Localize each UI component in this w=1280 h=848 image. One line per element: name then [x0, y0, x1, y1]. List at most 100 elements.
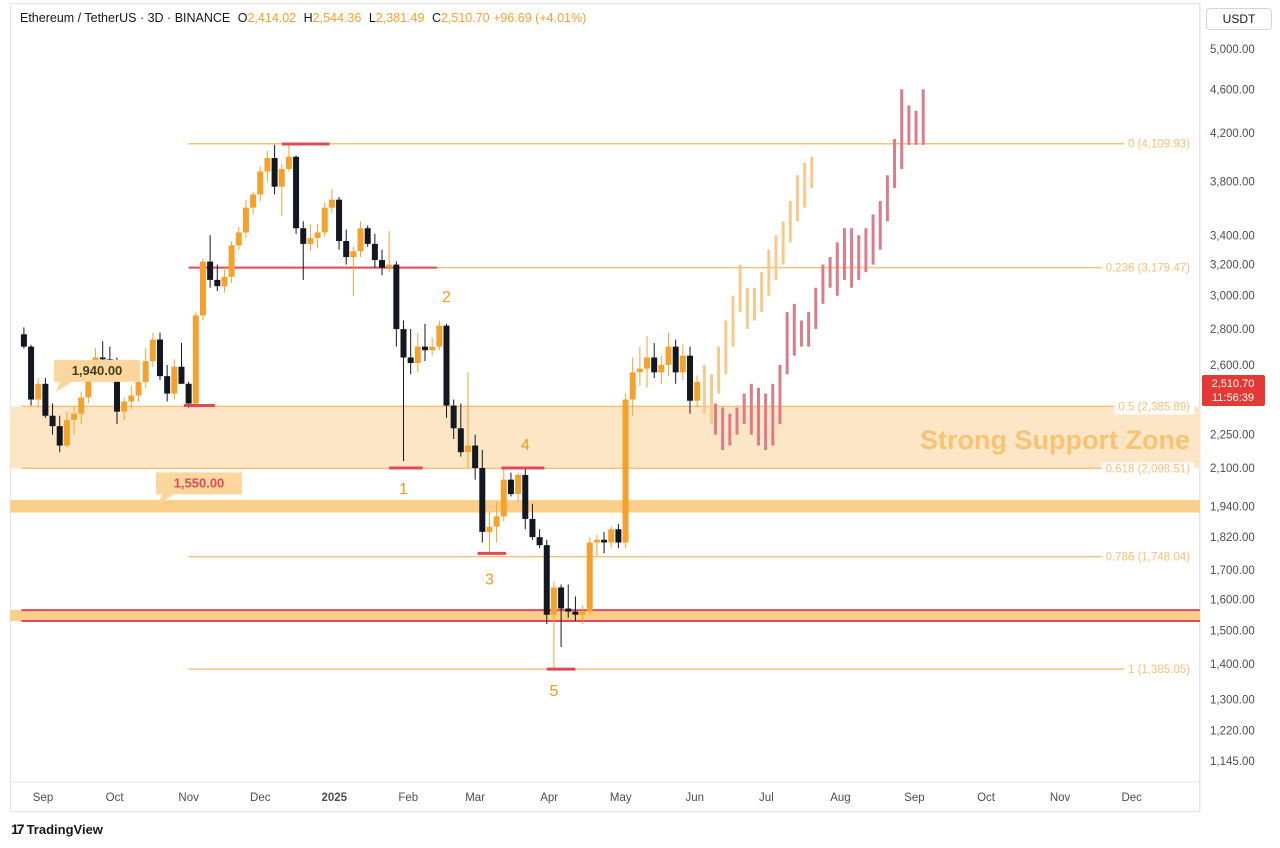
- brand-name: TradingView: [26, 821, 103, 837]
- time-tick: Feb: [398, 792, 418, 804]
- callout-1550-label: 1,550.00: [174, 475, 225, 490]
- candle-body: [450, 405, 457, 429]
- fib-label-bg: [1101, 261, 1195, 276]
- candle: [371, 233, 378, 268]
- close-label: C: [431, 11, 441, 25]
- time-tick: 2025: [321, 792, 347, 804]
- candle: [457, 403, 464, 457]
- candle: [464, 372, 471, 469]
- zones-layer: [10, 406, 1200, 621]
- candle: [679, 344, 686, 380]
- candle: [572, 596, 579, 621]
- candle-body: [651, 357, 658, 373]
- candle-body: [615, 529, 622, 543]
- candle-body: [422, 346, 428, 351]
- candle-body: [400, 329, 407, 358]
- candle: [164, 364, 171, 402]
- time-tick: Jul: [759, 792, 774, 804]
- price-tick: 1,400.00: [1210, 659, 1255, 671]
- candle: [321, 202, 328, 237]
- candle: [608, 526, 615, 548]
- candle: [293, 155, 300, 234]
- candle: [558, 584, 565, 647]
- candle: [615, 524, 622, 548]
- candle: [235, 226, 242, 250]
- candle: [658, 355, 665, 384]
- candle-body: [658, 364, 665, 373]
- candle: [579, 605, 586, 625]
- time-tick: Oct: [977, 792, 996, 804]
- candle: [214, 264, 221, 291]
- time-tick: Apr: [540, 792, 558, 804]
- time-tick: Aug: [830, 792, 850, 804]
- candle: [185, 381, 192, 408]
- time-tick: Sep: [33, 792, 53, 804]
- price-tick: 1,600.00: [1210, 594, 1255, 606]
- candle-body: [515, 474, 522, 495]
- candle: [515, 472, 522, 502]
- candle-body: [300, 228, 307, 244]
- candle-body: [20, 334, 27, 347]
- callout-1550[interactable]: 1,550.00: [156, 472, 242, 505]
- candle-body: [350, 251, 357, 258]
- candle-body: [393, 264, 400, 330]
- candle-body: [379, 260, 386, 268]
- candle: [694, 375, 701, 408]
- candle-body: [78, 397, 85, 414]
- symbol-legend[interactable]: Ethereum / TetherUS · 3D · BINANCE O2,41…: [20, 11, 586, 25]
- time-tick: Mar: [465, 792, 485, 804]
- candle-body: [99, 357, 106, 360]
- candle: [257, 166, 264, 202]
- candle: [586, 537, 593, 615]
- candle-body: [314, 232, 321, 239]
- levels-layer: [21, 142, 1200, 670]
- candle: [56, 415, 63, 453]
- price-tick: 3,000.00: [1210, 291, 1255, 303]
- candle: [629, 357, 636, 416]
- fib-label-bg: [1114, 400, 1195, 415]
- price-tick: 1,500.00: [1210, 626, 1255, 638]
- high-label: H: [303, 11, 313, 25]
- tradingview-brand[interactable]: 17 TradingView: [11, 821, 103, 837]
- candle-body: [49, 415, 56, 427]
- candle: [328, 189, 335, 214]
- candle-body: [257, 171, 264, 195]
- currency-button[interactable]: USDT: [1206, 8, 1272, 30]
- fib-label: 0.236 (3,179.47): [1106, 263, 1191, 275]
- price-axis: 5,000.00 4,600.00 4,200.00 3,800.00 3,400.00…: [1210, 44, 1255, 768]
- candle-body: [42, 383, 49, 416]
- price-tick: 2,250.00: [1210, 430, 1255, 442]
- candle-body: [142, 361, 149, 382]
- fib-labels: 0 (4,109.93) 0.236 (3,179.47) 0.5 (2,385.8…: [1101, 137, 1195, 678]
- candle-body: [128, 395, 135, 402]
- candle: [128, 385, 135, 410]
- change-value: +96.69 (+4.01%): [493, 11, 587, 25]
- candle-body: [63, 419, 70, 446]
- price-tick: 1,820.00: [1210, 532, 1255, 544]
- candle-body: [558, 587, 565, 609]
- fib-label-bg: [1101, 550, 1195, 565]
- candle-body: [71, 413, 78, 420]
- candle: [264, 150, 271, 182]
- level-band-1: [10, 610, 1200, 621]
- price-tick: 1,145.00: [1210, 756, 1255, 768]
- time-axis: Sep Oct Nov Dec 2025 Feb Mar Apr May Jun Jul Aug Sep…: [33, 792, 1142, 804]
- fib-label-bg: [1123, 137, 1195, 152]
- fib-label: 0.786 (1,748.04): [1106, 552, 1191, 564]
- symbol-title[interactable]: Ethereum / TetherUS · 3D · BINANCE: [20, 11, 231, 25]
- candle: [207, 235, 214, 288]
- candle-body: [171, 366, 178, 394]
- callout-1940[interactable]: 1,940.00: [54, 359, 140, 392]
- candle: [500, 468, 507, 522]
- fib-label: 1 (1,385.05): [1128, 664, 1190, 676]
- candle: [622, 393, 629, 548]
- price-tick: 3,200.00: [1210, 260, 1255, 272]
- candle-body: [56, 426, 63, 446]
- candle: [644, 336, 651, 388]
- candle-body: [192, 315, 199, 404]
- candle-body: [644, 357, 651, 369]
- candle: [422, 323, 428, 362]
- candle-body: [199, 261, 206, 316]
- candle-body: [321, 207, 328, 233]
